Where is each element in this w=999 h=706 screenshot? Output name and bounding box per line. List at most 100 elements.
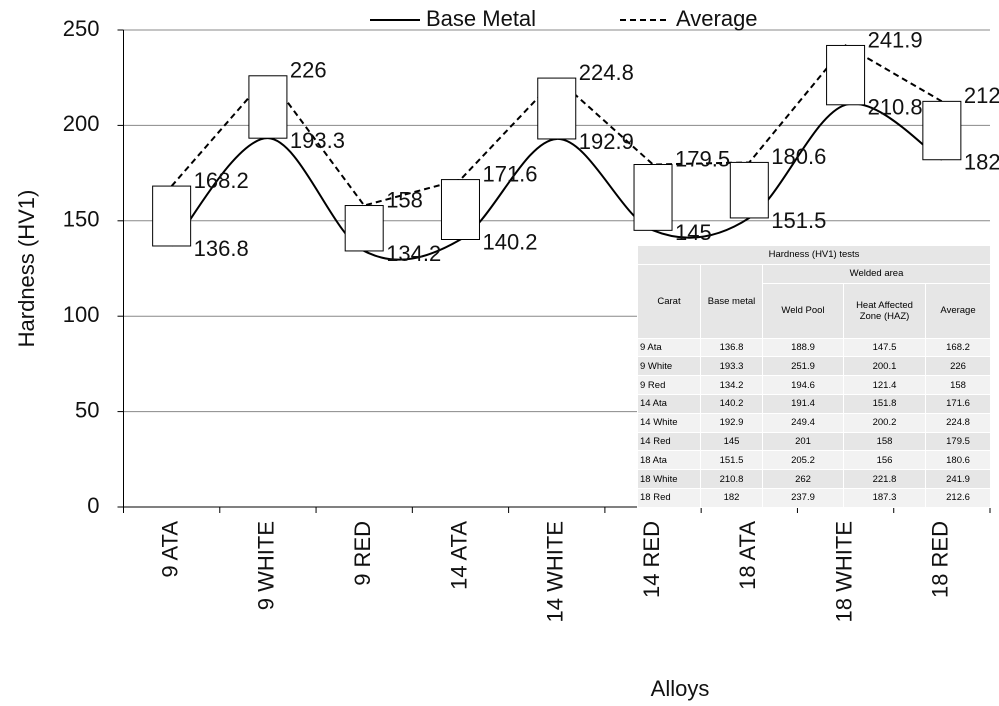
table-cell: Hardness (HV1) tests <box>636 245 992 265</box>
table-row: 18 White 210.8 262 221.8 241.9 <box>637 469 992 489</box>
table-row: 9 Ata 136.8 188.9 147.5 168.2 <box>637 337 992 358</box>
table-cell: 9 Ata <box>637 337 701 358</box>
data-label: 182 <box>964 150 999 175</box>
legend-label: Average <box>676 6 758 31</box>
up-down-box <box>248 75 288 139</box>
data-label: 192.9 <box>579 129 634 154</box>
table-cell: 9 Red <box>637 375 701 395</box>
table-cell: 182 <box>700 487 763 508</box>
table-cell: 9 White <box>637 356 701 377</box>
table-cell: 249.4 <box>762 412 844 433</box>
data-label: 193.3 <box>290 128 345 153</box>
x-axis-title: Alloys <box>651 676 710 701</box>
table-cell: Welded area <box>761 263 992 284</box>
y-tick-label: 200 <box>63 111 100 136</box>
y-tick-label: 100 <box>63 302 100 327</box>
data-label: 151.5 <box>771 208 826 233</box>
data-label: 171.6 <box>482 161 537 186</box>
table-cell: 191.4 <box>762 393 844 414</box>
table-cell: 187.3 <box>843 487 926 508</box>
table-cell: 121.4 <box>843 375 926 395</box>
table-cell: 14 White <box>637 412 701 433</box>
table-cell: 14 Red <box>637 431 701 452</box>
data-label: 241.9 <box>868 27 923 52</box>
up-down-box <box>729 161 769 219</box>
table-cell: 200.1 <box>843 356 926 377</box>
table-cell: 205.2 <box>762 450 844 471</box>
table-cell: 158 <box>924 375 992 395</box>
x-tick-label: 9 WHITE <box>254 521 279 610</box>
table-cell: 226 <box>924 356 992 377</box>
y-tick-label: 150 <box>63 207 100 232</box>
x-tick-label: 14 RED <box>639 521 664 598</box>
table-cell: Heat Affected Zone (HAZ) <box>843 282 926 339</box>
table-cell: 188.9 <box>762 337 844 358</box>
data-label: 212.6 <box>964 83 999 108</box>
table-row: Hardness (HV1) tests <box>636 245 992 265</box>
data-label: 140.2 <box>482 229 537 254</box>
table-cell: 158 <box>843 431 926 452</box>
table-cell: 134.2 <box>700 375 763 395</box>
data-label: 210.8 <box>868 95 923 120</box>
table-cell: 156 <box>843 450 926 471</box>
up-down-box <box>537 77 577 140</box>
y-tick-label: 250 <box>63 16 100 41</box>
table-row: Weld Pool Heat Affected Zone (HAZ) Average <box>638 282 992 339</box>
table-cell: 210.8 <box>700 469 763 489</box>
data-label: 136.8 <box>194 236 249 261</box>
data-table: Hardness (HV1) tests Carat Base metal Welde… <box>636 245 992 508</box>
data-label: 180.6 <box>771 144 826 169</box>
x-tick-label: 18 ATA <box>735 521 760 590</box>
table-cell: 145 <box>700 431 763 452</box>
table-cell: 192.9 <box>700 412 763 433</box>
data-label: 145 <box>675 220 712 245</box>
table-cell: 151.5 <box>700 450 763 471</box>
table-cell: 171.6 <box>924 393 992 414</box>
table-cell: 251.9 <box>762 356 844 377</box>
table-row: 14 White 192.9 249.4 200.2 224.8 <box>637 412 992 433</box>
table-cell: 136.8 <box>700 337 763 358</box>
x-tick-label: 9 RED <box>350 521 375 586</box>
table-row: Carat Base metal Welded area <box>637 263 992 339</box>
table-cell: 180.6 <box>924 450 992 471</box>
y-axis-title: Hardness (HV1) <box>14 190 39 348</box>
table-cell: 18 Red <box>637 487 701 508</box>
up-down-box <box>826 44 866 106</box>
table-cell: 179.5 <box>924 431 992 452</box>
table-cell: 18 White <box>637 469 701 489</box>
table-cell: 201 <box>762 431 844 452</box>
table-cell: 168.2 <box>924 337 992 358</box>
table-cell: 18 Ata <box>637 450 701 471</box>
data-label: 158 <box>386 187 423 212</box>
y-tick-label: 50 <box>75 397 99 422</box>
table-row: 9 White 193.3 251.9 200.1 226 <box>637 356 992 377</box>
table-cell: Carat <box>637 263 701 339</box>
data-label: 134.2 <box>386 241 441 266</box>
series-line <box>170 44 943 207</box>
x-tick-label: 9 ATA <box>157 521 182 578</box>
data-label: 226 <box>290 58 327 83</box>
data-label: 168.2 <box>194 168 249 193</box>
data-label: 224.8 <box>579 60 634 85</box>
table-cell: 194.6 <box>762 375 844 395</box>
table-cell: 224.8 <box>924 412 992 433</box>
table-cell: 151.8 <box>843 393 926 414</box>
x-tick-label: 14 ATA <box>446 521 471 590</box>
table-cell: 212.6 <box>924 487 992 508</box>
table-cell: 200.2 <box>843 412 926 433</box>
up-down-box <box>922 100 962 161</box>
y-tick-label: 0 <box>87 493 99 518</box>
table-row: 18 Red 182 237.9 187.3 212.6 <box>637 487 992 508</box>
table-cell: 193.3 <box>700 356 763 377</box>
table-cell: Base metal <box>700 263 763 339</box>
up-down-box <box>633 164 673 231</box>
data-label: 179.5 <box>675 146 730 171</box>
x-tick-label: 18 WHITE <box>831 521 856 622</box>
x-tick-label: 14 WHITE <box>543 521 568 622</box>
table-row: 9 Red 134.2 194.6 121.4 158 <box>637 375 992 395</box>
table-cell: 237.9 <box>762 487 844 508</box>
table-row: 14 Ata 140.2 191.4 151.8 171.6 <box>637 393 992 414</box>
up-down-box <box>440 179 480 240</box>
